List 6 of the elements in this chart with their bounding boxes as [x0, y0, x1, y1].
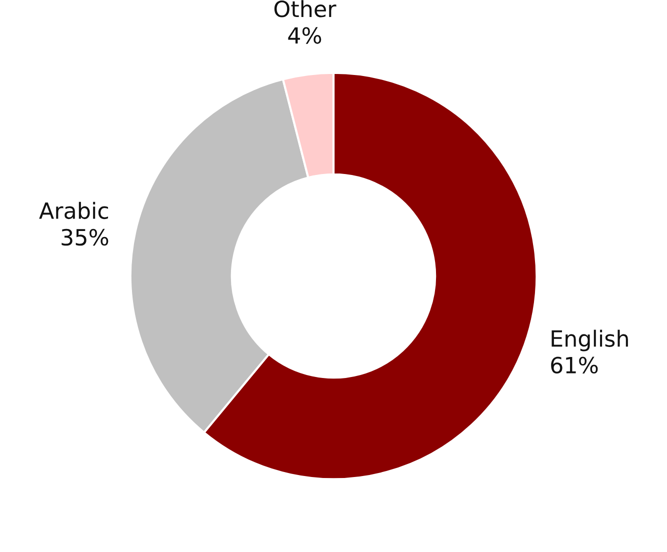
slice-label: Other: [274, 0, 336, 18]
slice-label: Arabic: [39, 202, 108, 220]
data-label: 4%: [288, 27, 322, 44]
data-label: 35%: [62, 228, 108, 246]
data-label: 61%: [551, 356, 598, 374]
slice-label: English: [552, 330, 628, 352]
